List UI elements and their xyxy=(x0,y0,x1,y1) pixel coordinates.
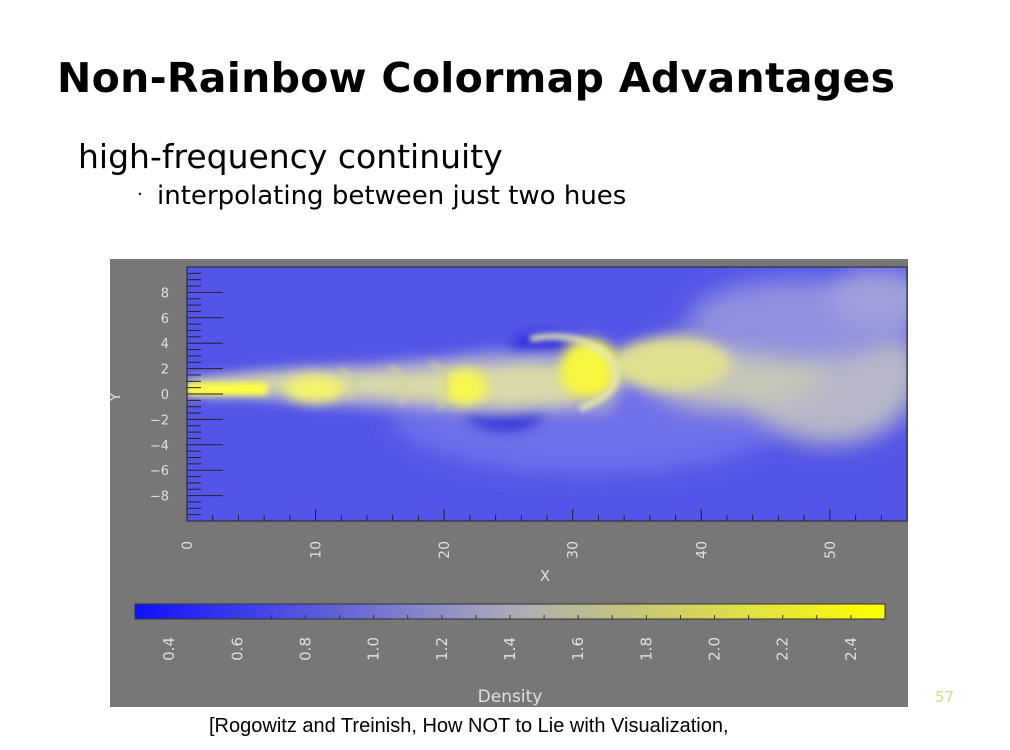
y-tick-label: −6 xyxy=(150,464,169,479)
density-field xyxy=(187,267,907,521)
slide-title: Non-Rainbow Colormap Advantages xyxy=(57,54,896,102)
colorbar-tick-label: 0.6 xyxy=(228,637,246,661)
x-axis-label: X xyxy=(540,567,550,585)
colorbar-tick-label: 1.8 xyxy=(637,637,655,661)
y-axis-label: Y xyxy=(110,392,124,402)
y-tick-label: −4 xyxy=(150,439,169,454)
y-tick-label: −2 xyxy=(150,413,169,428)
slide-subtitle: high-frequency continuity xyxy=(78,137,503,176)
y-tick-label: −8 xyxy=(150,490,169,505)
colorbar-tick-label: 0.8 xyxy=(296,637,314,661)
x-tick-label: 50 xyxy=(823,541,839,559)
colorbar-tick-label: 2.0 xyxy=(706,637,724,661)
y-tick-label: 2 xyxy=(161,363,169,378)
x-tick-label: 10 xyxy=(309,541,325,559)
y-axis-tick-labels: 8 6 4 2 0 −2 −4 −6 −8 xyxy=(150,286,169,504)
x-axis-tick-labels: 0 10 20 30 40 50 xyxy=(180,541,839,559)
colorbar-tick-label: 0.4 xyxy=(160,637,178,661)
x-tick-label: 0 xyxy=(180,541,196,550)
x-axis-ticks xyxy=(186,509,908,521)
citation: [Rogowitz and Treinish, How NOT to Lie w… xyxy=(209,715,729,737)
bullet-text: interpolating between just two hues xyxy=(157,181,627,211)
bullet-dot: · xyxy=(137,184,143,205)
x-tick-label: 20 xyxy=(437,541,453,559)
colorbar-tick-label: 1.6 xyxy=(569,637,587,661)
y-tick-label: 6 xyxy=(161,312,169,327)
page-number: 57 xyxy=(935,688,955,706)
colorbar-ticks xyxy=(168,615,886,619)
colorbar-tick-label: 1.2 xyxy=(433,637,451,661)
colorbar-tick-label: 2.4 xyxy=(842,637,860,661)
y-axis-ticks xyxy=(187,266,223,522)
bullet-item: · interpolating between just two hues xyxy=(137,181,626,211)
colorbar-tick-label: 1.0 xyxy=(365,637,383,661)
colorbar-tick-label: 2.2 xyxy=(774,637,792,661)
y-tick-label: 0 xyxy=(161,388,169,403)
colorbar-label: Density xyxy=(478,687,543,707)
colorbar-tick-label: 1.4 xyxy=(501,637,519,661)
x-tick-label: 40 xyxy=(694,541,710,559)
colorbar-tick-labels: 0.4 0.6 0.8 1.0 1.2 1.4 1.6 1.8 2.0 2.2 2.4 xyxy=(160,637,860,661)
y-tick-label: 8 xyxy=(161,286,169,301)
y-tick-label: 4 xyxy=(161,337,169,352)
x-tick-label: 30 xyxy=(566,541,582,559)
